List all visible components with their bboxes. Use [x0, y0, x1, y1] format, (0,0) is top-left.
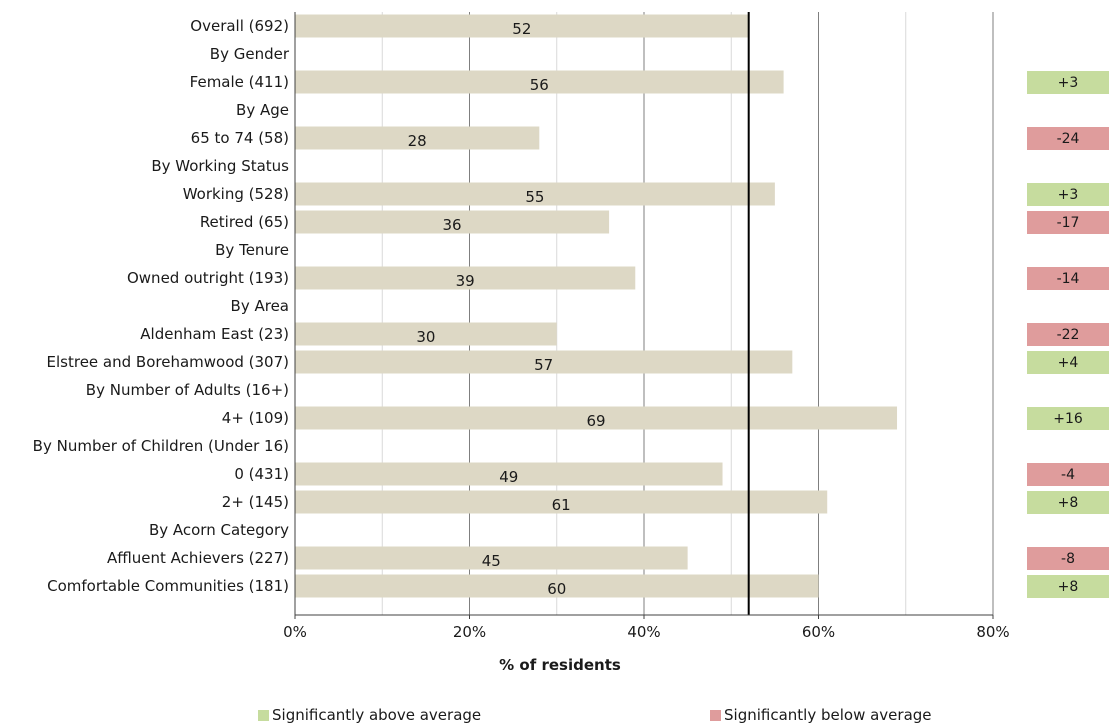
legend-below-swatch	[710, 709, 721, 721]
row-label: Retired (65)	[200, 213, 289, 231]
data-label: 69	[586, 412, 605, 430]
diff-box	[1027, 491, 1109, 514]
group-heading: By Tenure	[215, 241, 289, 259]
difference-boxes: +3 -24 +3 -17 -14 -22 +4 +16 -4 +8 -8 +8	[1027, 71, 1109, 598]
x-tick-label: 0%	[283, 623, 307, 641]
diff-label: +3	[1058, 75, 1079, 91]
gridlines	[381, 12, 994, 615]
chart: 52 56 28 55 36 39 30 57 69 49 61 45 60 Overall (692)…	[33, 12, 1109, 674]
x-tick-label: 60%	[802, 623, 835, 641]
diff-box	[1027, 575, 1109, 598]
legend-below: Significantly below average	[710, 706, 932, 724]
diff-box	[1027, 547, 1109, 570]
group-heading: By Number of Adults (16+)	[86, 381, 289, 399]
x-tick-label: 40%	[627, 623, 660, 641]
diff-label: +3	[1058, 187, 1079, 203]
data-label: 55	[525, 188, 544, 206]
legend-below-label: Significantly below average	[724, 706, 932, 724]
bar	[295, 406, 898, 430]
diff-box	[1027, 351, 1109, 374]
row-label: Aldenham East (23)	[140, 325, 289, 343]
row-label: 65 to 74 (58)	[191, 129, 289, 147]
row-label: Comfortable Communities (181)	[47, 577, 289, 595]
diff-label: -22	[1057, 327, 1080, 343]
diff-box	[1027, 407, 1109, 430]
diff-label: -17	[1057, 215, 1080, 231]
diff-label: -8	[1061, 551, 1075, 567]
data-label: 57	[534, 356, 553, 374]
row-label: 4+ (109)	[222, 409, 289, 427]
row-label: Overall (692)	[190, 17, 289, 35]
row-label: Owned outright (193)	[127, 269, 289, 287]
bar	[295, 126, 540, 150]
row-label: Working (528)	[183, 185, 289, 203]
x-tick-label: 20%	[453, 623, 486, 641]
data-label: 45	[482, 552, 501, 570]
legend-above-label: Significantly above average	[272, 706, 482, 724]
diff-box	[1027, 211, 1109, 234]
x-axis: 0% 20% 40% 60% 80%	[283, 12, 1010, 641]
row-label: Affluent Achievers (227)	[107, 549, 289, 567]
group-heading: By Number of Children (Under 16)	[33, 437, 289, 455]
row-label: 2+ (145)	[222, 493, 289, 511]
diff-box	[1027, 127, 1109, 150]
group-heading: By Gender	[210, 45, 290, 63]
data-label: 49	[499, 468, 518, 486]
bar	[295, 546, 688, 570]
data-label: 36	[443, 216, 462, 234]
diff-label: +8	[1058, 579, 1079, 595]
group-heading: By Working Status	[151, 157, 289, 175]
legend-above-swatch	[258, 709, 269, 721]
data-label: 61	[552, 496, 571, 514]
bar	[295, 490, 828, 514]
data-label: 28	[408, 132, 427, 150]
group-heading: By Area	[231, 297, 289, 315]
diff-box	[1027, 267, 1109, 290]
row-label: Female (411)	[190, 73, 289, 91]
data-label: 60	[547, 580, 566, 598]
group-heading: By Acorn Category	[149, 521, 289, 539]
diff-label: +8	[1058, 495, 1079, 511]
diff-box	[1027, 183, 1109, 206]
bars: 52 56 28 55 36 39 30 57 69 49 61 45 60	[295, 12, 898, 615]
data-label: 56	[530, 76, 549, 94]
bar	[295, 266, 636, 290]
row-label: Elstree and Borehamwood (307)	[47, 353, 289, 371]
x-axis-title: % of residents	[499, 656, 621, 674]
bar	[295, 350, 793, 374]
legend-above: Significantly above average	[258, 706, 481, 724]
diff-label: -24	[1057, 131, 1080, 147]
row-label: 0 (431)	[234, 465, 289, 483]
bar	[295, 182, 775, 206]
data-label: 52	[512, 20, 531, 38]
x-tick-label: 80%	[976, 623, 1009, 641]
diff-label: -4	[1061, 467, 1075, 483]
diff-box	[1027, 71, 1109, 94]
group-heading: By Age	[236, 101, 289, 119]
diff-label: +16	[1053, 411, 1083, 427]
diff-label: -14	[1057, 271, 1080, 287]
bar	[295, 14, 749, 38]
bar	[295, 70, 784, 94]
bar	[295, 574, 819, 598]
bar	[295, 210, 610, 234]
bar	[295, 462, 723, 486]
data-label: 39	[456, 272, 475, 290]
row-labels: Overall (692) By Gender Female (411) By Age…	[33, 17, 290, 595]
diff-box	[1027, 323, 1109, 346]
diff-label: +4	[1058, 355, 1079, 371]
data-label: 30	[416, 328, 435, 346]
diff-box	[1027, 463, 1109, 486]
bar	[295, 322, 557, 346]
